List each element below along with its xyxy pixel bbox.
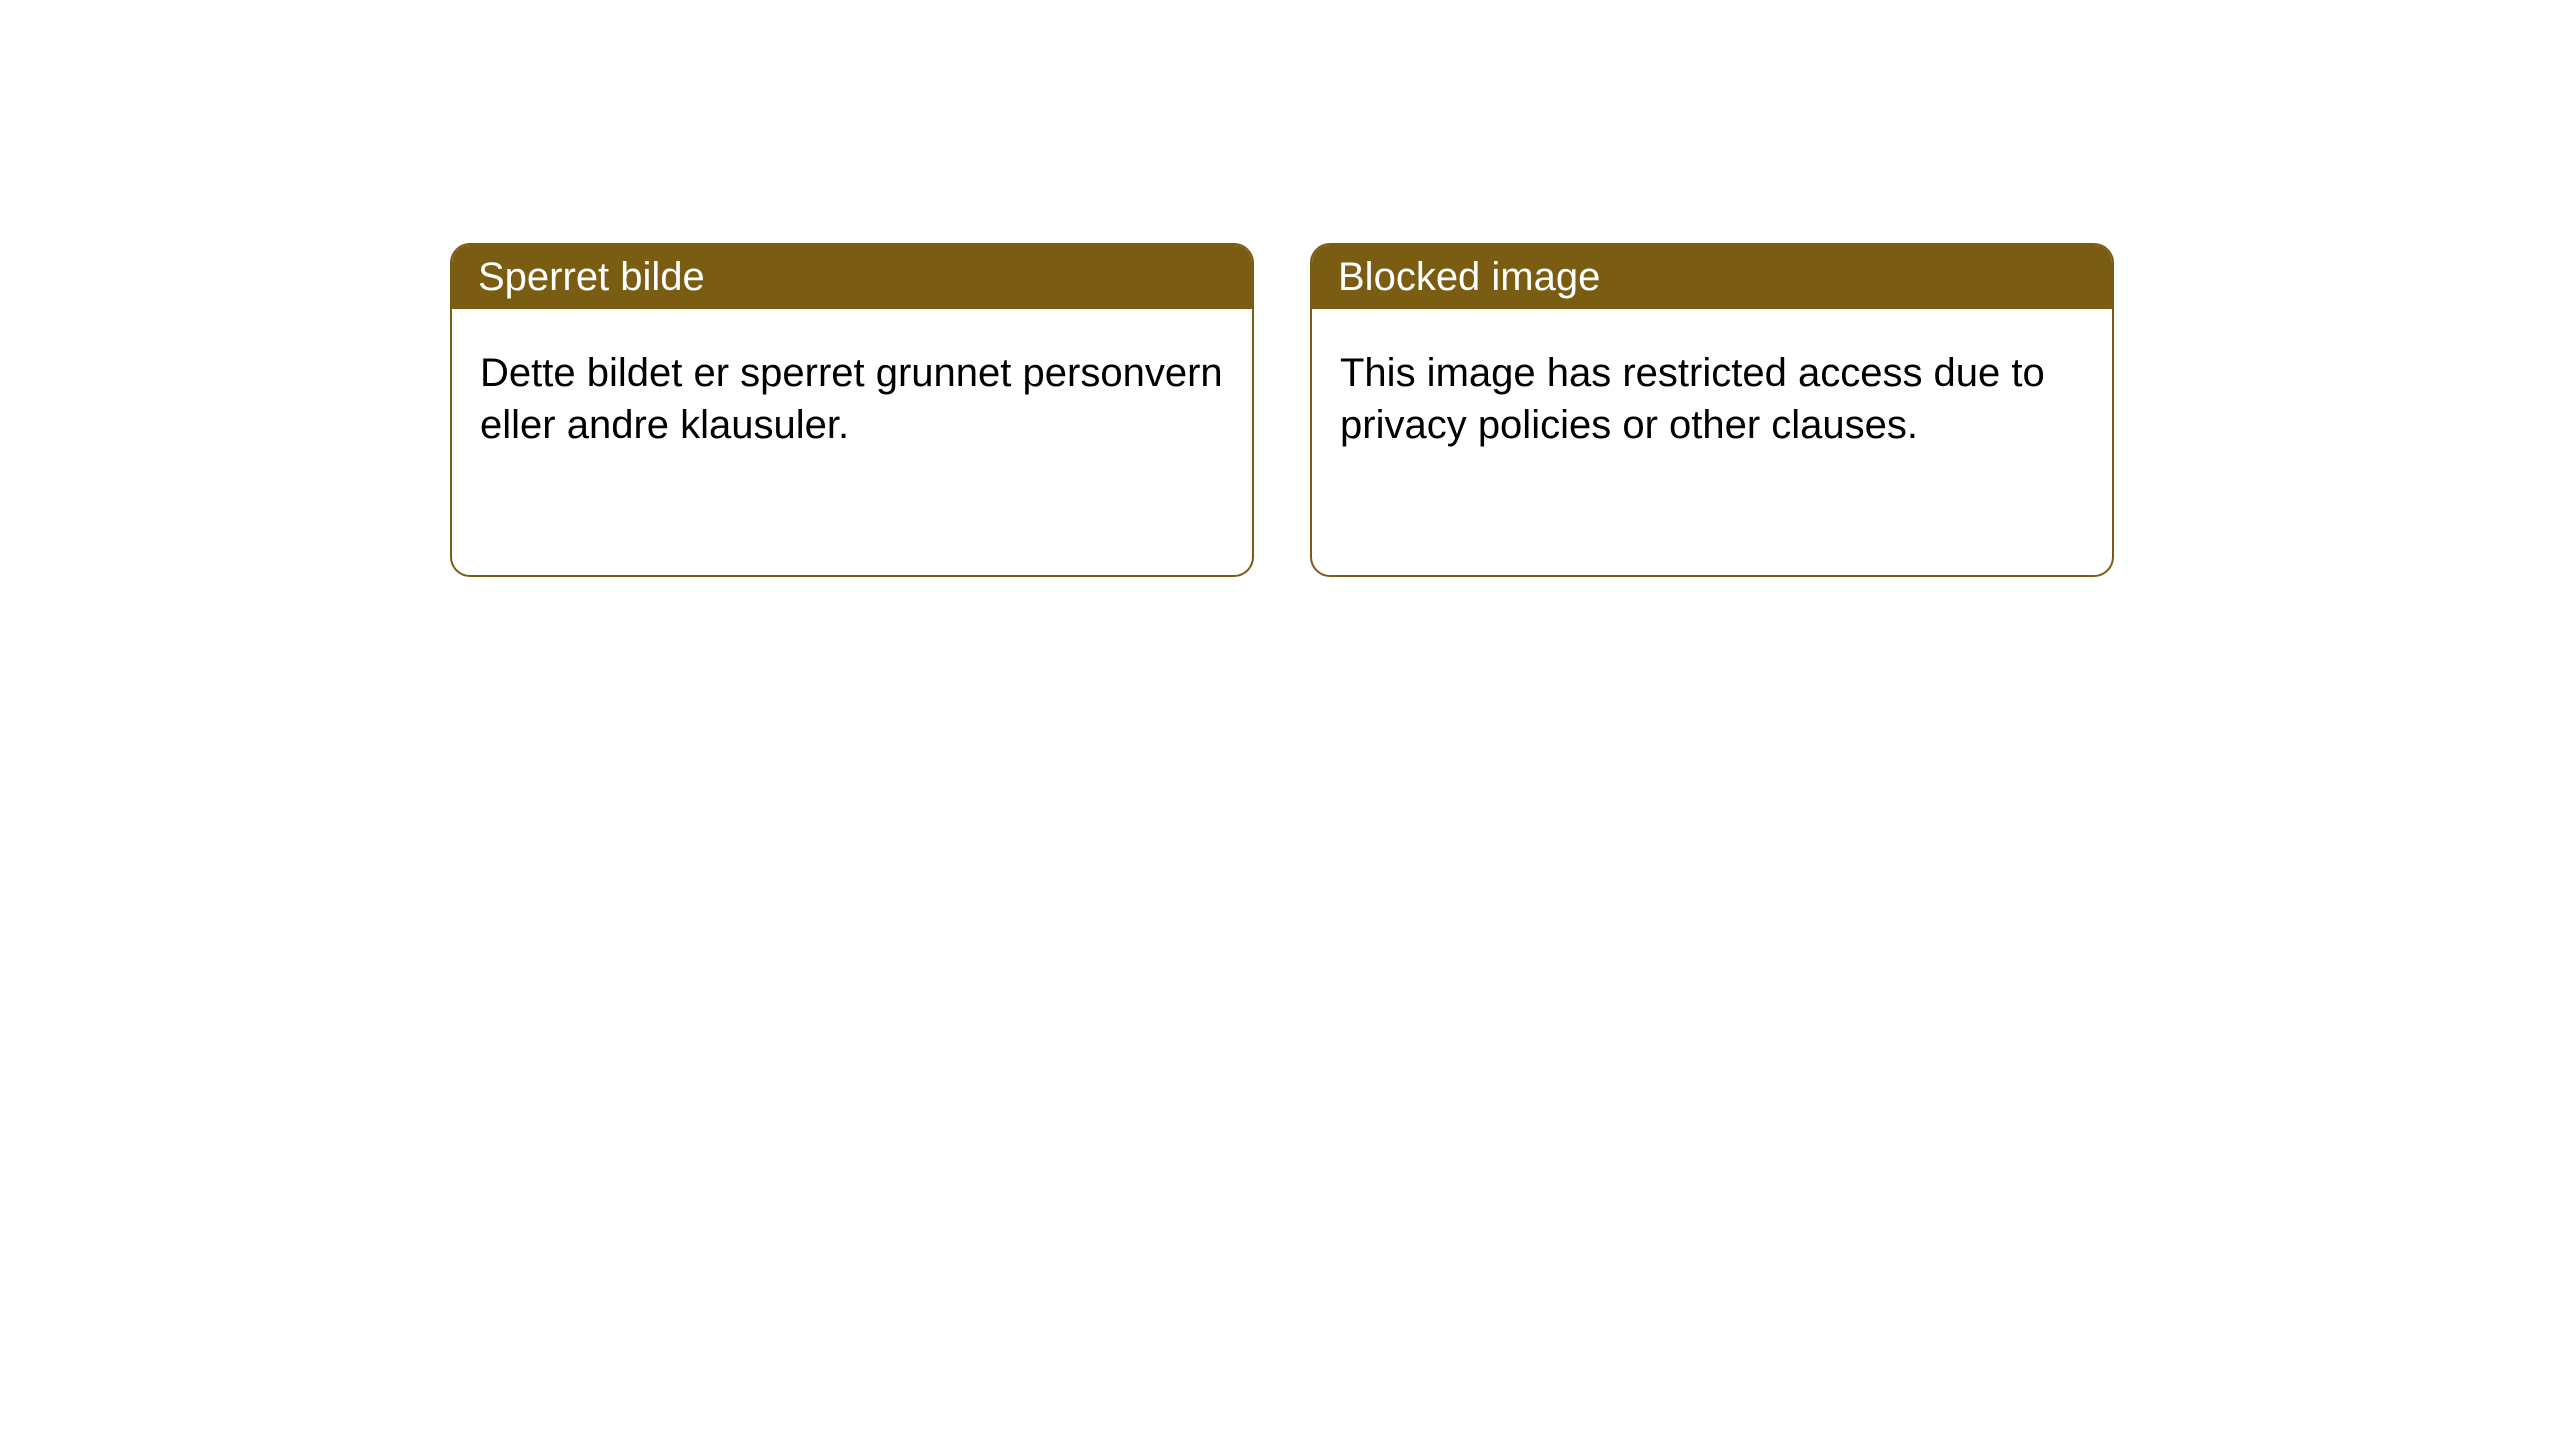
card-body-text-no: Dette bildet er sperret grunnet personve… (480, 351, 1223, 447)
card-header-no: Sperret bilde (452, 245, 1252, 309)
card-body-text-en: This image has restricted access due to … (1340, 351, 2045, 447)
card-container: Sperret bilde Dette bildet er sperret gr… (0, 0, 2560, 577)
card-title-no: Sperret bilde (478, 255, 705, 299)
card-body-no: Dette bildet er sperret grunnet personve… (452, 309, 1252, 489)
card-title-en: Blocked image (1338, 255, 1600, 299)
blocked-image-card-en: Blocked image This image has restricted … (1310, 243, 2114, 577)
card-header-en: Blocked image (1312, 245, 2112, 309)
card-body-en: This image has restricted access due to … (1312, 309, 2112, 489)
blocked-image-card-no: Sperret bilde Dette bildet er sperret gr… (450, 243, 1254, 577)
